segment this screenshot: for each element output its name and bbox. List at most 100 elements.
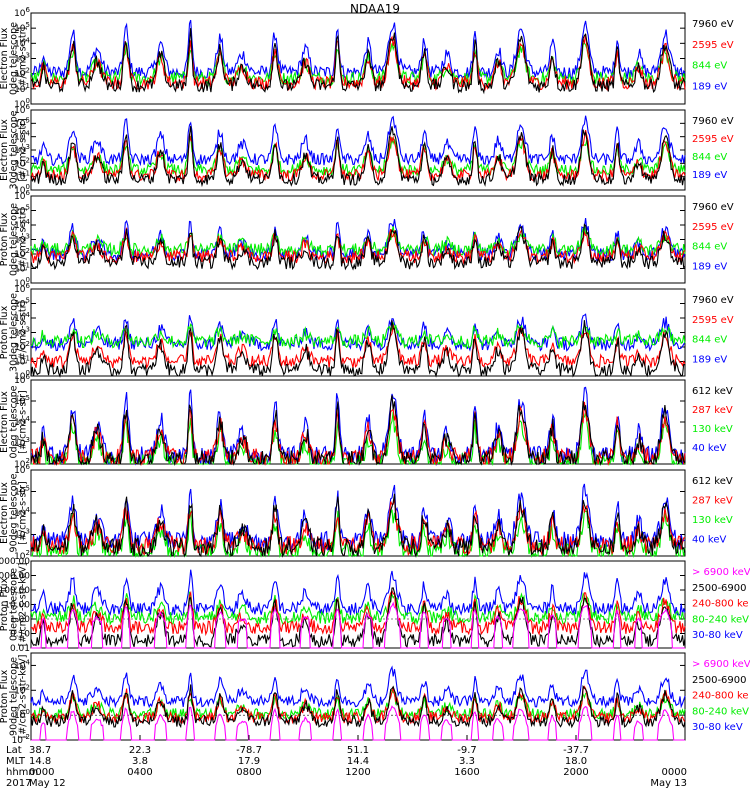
series-blue-trace [30,115,686,167]
series-blue-trace [30,19,686,81]
x-tick-label: -9.7 [457,745,477,756]
y-tick-label: 1000.00 [0,572,30,582]
x-tick-label: 14.8 [29,756,51,767]
y-axis-label: TEDProton Flux0deg telescope[#/cm2-s-str… [0,203,29,276]
series-green-trace [30,322,686,350]
legend-entry-2: 844 eV [692,152,727,163]
legend-entry-2: 130 keV [692,424,733,435]
series-black-trace [30,395,686,467]
legend-entry-1: 2595 eV [692,134,734,145]
series-black-trace [30,493,686,558]
x-tick-label: -78.7 [236,745,262,756]
x-tick-label: 1200 [345,767,370,778]
x-tick-label: 51.1 [347,745,369,756]
x-tick-label: 2000 [563,767,588,778]
legend-entry-3: 189 eV [692,354,727,365]
panel-ted-p-0: 100101102103104105106TEDProton Flux0deg … [0,189,734,289]
panel-ted-p-30: 100101102103104105106TEDProton Flux30deg… [0,282,734,382]
legend-entry-2: 240-800 ke [692,599,749,610]
legend-entry-3: 40 keV [692,443,726,454]
panel-ted-e-30: 100101102103104105106TEDElectron Flux30d… [0,103,734,196]
x-tick-label: 22.3 [129,745,151,756]
series-black-trace [30,587,686,649]
legend-entry-3: 40 keV [692,535,726,546]
y-tick-label: 10.00 [4,601,30,611]
x-tick-label: 38.7 [29,745,51,756]
y-axis-label: TEDElectron Flux30deg telescope[#/cm2-s-… [0,110,29,189]
series-magenta-trace [31,601,685,649]
x-tick-label: 17.9 [238,756,260,767]
x-tick-label: 0000 [29,767,54,778]
panel-meped-p-0: 0.01 0.10 1.00 10.00 100.00 1000.00 10000.00ME… [0,557,750,654]
x-tick-label: May 12 [29,778,66,789]
legend-entry-0: 612 keV [692,476,733,487]
y-tick-label: 106 [14,6,30,19]
x-tick-label: 14.4 [347,756,369,767]
legend-entry-3: 189 eV [692,261,727,272]
legend-entry-0: 7960 eV [692,202,734,213]
y-tick-label: 0.10 [10,630,30,640]
y-axis-label: MEPEDProton Flux0deg telescope[#/cm2-s-s… [0,563,29,647]
panel-meped-e-90: 102103104105106MEPEDElectron Flux90deg t… [0,463,733,562]
series-blue-trace [30,665,686,709]
legend-entry-0: 7960 eV [692,19,734,30]
legend-entry-4: 30-80 keV [692,630,743,641]
legend-entry-0: > 6900 keV [692,567,750,578]
x-tick-label: 3.3 [459,756,475,767]
x-tick-label: 0800 [236,767,261,778]
legend-entry-2: 240-800 ke [692,691,749,702]
legend-entry-3: 80-240 keV [692,614,749,625]
series-green-trace [30,591,686,626]
y-axis-label: TEDElectron Flux0deg telescope[#/cm2-s-s… [0,22,29,95]
y-tick-label: 0.01 [10,644,30,654]
series-red-trace [31,589,686,637]
series-green-trace [30,689,686,722]
legend-entry-1: 2595 eV [692,40,734,51]
legend-entry-2: 844 eV [692,61,727,72]
x-row-label: MLT [6,756,26,767]
x-tick-label: 3.8 [132,756,148,767]
x-row-label: 2017 [6,778,31,789]
series-black-trace [30,320,686,378]
legend-entry-3: 80-240 keV [692,706,749,717]
legend-entry-1: 287 keV [692,496,733,507]
y-axis-label: MEPEDElectron Flux90deg telescope[#/cm2-… [0,473,29,552]
y-axis-label: TEDProton Flux30deg telescope[#/cm2-s-st… [0,293,29,372]
legend-entry-0: 7960 eV [692,295,734,306]
legend-entry-1: 2500-6900 [692,675,747,686]
y-axis-label: MEPEDProton Flux90deg telescope[#/cm2-s-… [0,655,29,739]
y-tick-label: 10000.00 [0,557,30,567]
x-tick-label: May 13 [650,778,687,789]
legend-entry-2: 844 eV [692,335,727,346]
legend-entry-2: 130 keV [692,515,733,526]
series-black-trace [30,28,686,95]
x-tick-label: 1600 [454,767,479,778]
series-black-trace [30,684,686,729]
x-row-label: Lat [6,745,22,756]
series-green-trace [30,42,686,87]
series-black-trace [30,126,686,188]
x-tick-label: 18.0 [565,756,587,767]
y-axis-label: MEPEDElectron Flux0deg telescope[#/cm2-s… [0,385,29,458]
legend-entry-4: 30-80 keV [692,722,743,733]
series-black-trace [30,223,686,271]
panel-meped-e-0: 102103104105106MEPEDElectron Flux0deg te… [0,373,733,470]
legend-entry-3: 189 eV [692,170,727,181]
series-green-trace [30,224,686,259]
y-tick-label: 100.00 [0,586,30,596]
legend-entry-2: 844 eV [692,242,727,253]
x-row-label: hhmm [6,767,38,778]
x-tick-label: 0400 [127,767,152,778]
panel-meped-p-90: 10-2100102104MEPEDProton Flux90deg teles… [0,652,750,746]
legend-entry-1: 287 keV [692,405,733,416]
series-green-trace [30,135,686,178]
legend-entry-0: > 6900 keV [692,659,750,670]
legend-entry-0: 612 keV [692,386,733,397]
y-tick-label: 1.00 [10,615,30,625]
x-tick-label: -37.7 [563,745,589,756]
panel-ted-e-0: 100101102103104105106TEDElectron Flux0de… [0,6,734,110]
legend-entry-1: 2500-6900 [692,583,747,594]
legend-entry-1: 2595 eV [692,315,734,326]
legend-entry-3: 189 eV [692,81,727,92]
